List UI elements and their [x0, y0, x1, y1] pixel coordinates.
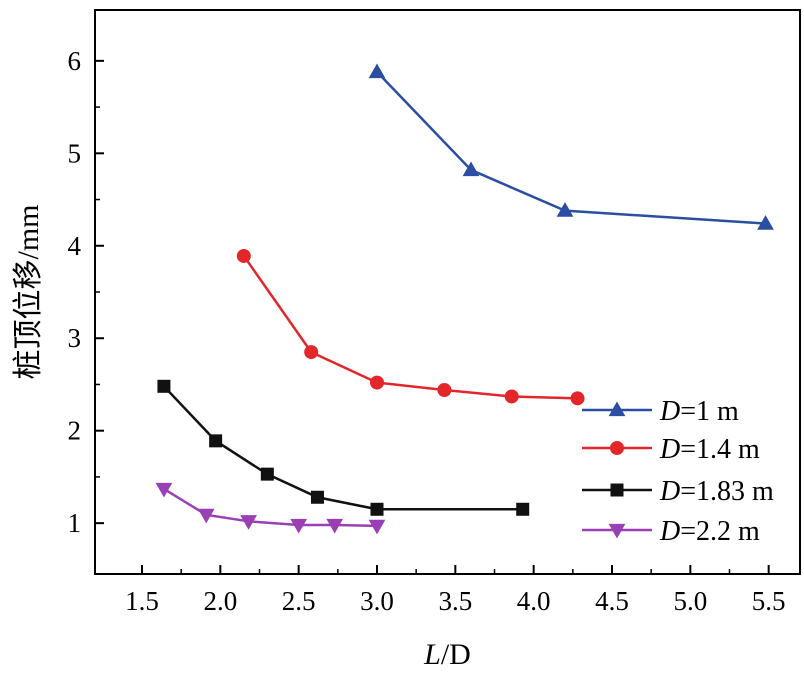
data-point: [370, 502, 384, 516]
data-point: [310, 490, 324, 504]
legend-marker: [610, 441, 624, 455]
data-point: [209, 434, 223, 448]
y-tick-label: 5: [68, 138, 82, 168]
legend-item: D=1.4 m: [582, 434, 760, 465]
legend-marker: [608, 523, 626, 539]
data-point: [240, 515, 257, 530]
data-point: [556, 202, 574, 217]
data-point: [197, 508, 215, 524]
data-point: [504, 389, 519, 404]
legend-label: D=1.83 m: [659, 476, 774, 507]
series-3: [157, 379, 530, 516]
legend-label: D=2.2 m: [659, 516, 760, 547]
y-tick-label: 1: [68, 508, 82, 538]
legend-label: D=1.4 m: [659, 434, 760, 465]
y-axis: 1 2 3 4 5 6: [68, 46, 104, 538]
data-point: [304, 345, 319, 360]
x-tick-label: 3.0: [360, 586, 394, 616]
data-point: [157, 379, 171, 393]
series-4: [155, 482, 386, 535]
legend-marker: [610, 483, 624, 497]
y-tick-label: 2: [68, 416, 82, 446]
x-tick-label: 2.5: [282, 586, 316, 616]
y-axis-label: 桩顶位移/mm: [12, 204, 45, 379]
x-tick-label: 4.0: [517, 586, 551, 616]
series-line: [163, 487, 378, 528]
x-tick-label: 3.5: [438, 586, 472, 616]
x-axis-label: L/D: [423, 638, 471, 671]
y-tick-label: 4: [68, 231, 82, 261]
x-tick-label: 2.0: [203, 586, 237, 616]
data-point: [437, 383, 452, 398]
x-tick-label: 4.5: [595, 586, 629, 616]
legend-marker: [608, 401, 626, 417]
data-point: [290, 518, 308, 534]
y-tick-label: 3: [68, 323, 82, 353]
legend-item: D=2.2 m: [582, 516, 760, 547]
data-point: [462, 161, 480, 177]
series-line: [376, 71, 766, 225]
x-axis-label-italic: L: [423, 638, 441, 671]
data-point: [155, 482, 173, 498]
series-1: [368, 63, 774, 230]
x-axis-label-rest: /D: [441, 638, 471, 671]
x-tick-label: 5.0: [673, 586, 707, 616]
data-point: [368, 519, 386, 535]
legend-item: D=1.83 m: [582, 476, 774, 507]
data-point: [236, 248, 251, 263]
legend-label: D=1 m: [659, 396, 739, 427]
series-line: [163, 385, 523, 511]
series-layer: [155, 63, 774, 535]
data-point: [757, 215, 774, 230]
data-point: [370, 375, 384, 390]
data-point: [368, 63, 386, 79]
data-point: [516, 502, 530, 516]
y-tick-label: 6: [68, 46, 82, 76]
series-2: [236, 248, 585, 406]
data-point: [326, 518, 344, 534]
x-tick-label: 1.5: [125, 586, 159, 616]
x-tick-label: 5.5: [752, 586, 786, 616]
x-axis: 1.5 2.0 2.5 3.0 3.5 4.0 4.5 5.0 5.5: [125, 565, 786, 616]
data-point: [260, 467, 274, 481]
series-line: [242, 255, 578, 400]
data-point: [570, 391, 585, 406]
legend: D=1 m D=1.4 m D=1.83 m D=2.2 m: [582, 396, 774, 547]
legend-item: D=1 m: [582, 396, 739, 427]
